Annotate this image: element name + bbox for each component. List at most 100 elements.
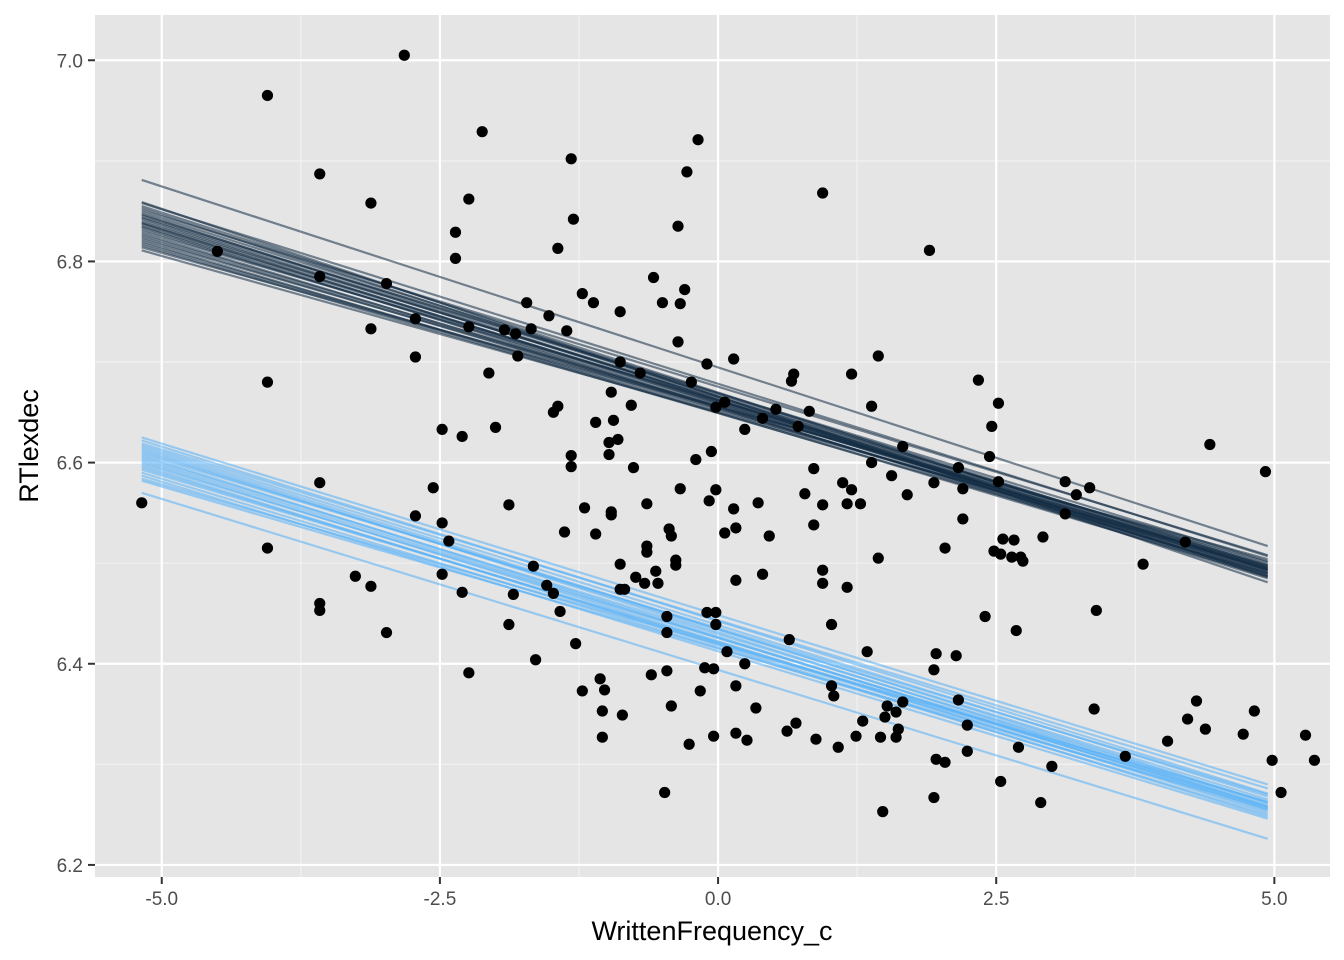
- data-point: [841, 581, 853, 593]
- data-point: [995, 548, 1007, 560]
- data-point: [443, 535, 455, 547]
- x-tick-label: -2.5: [424, 889, 457, 910]
- data-point: [866, 456, 878, 469]
- data-point: [1010, 624, 1022, 637]
- data-point: [670, 559, 682, 571]
- data-point: [503, 618, 515, 631]
- data-point: [879, 711, 891, 723]
- data-point: [1006, 551, 1018, 563]
- data-point: [703, 495, 715, 507]
- data-point: [449, 252, 462, 265]
- dark-fit-line: [141, 242, 1268, 571]
- data-point: [645, 669, 657, 681]
- data-point: [1190, 695, 1203, 707]
- data-point: [614, 306, 626, 318]
- data-point: [641, 546, 653, 558]
- data-point: [897, 696, 909, 708]
- data-point: [799, 488, 811, 500]
- data-point: [641, 498, 653, 510]
- data-point: [1179, 536, 1191, 548]
- data-point: [661, 626, 673, 639]
- data-point: [527, 560, 539, 572]
- data-point: [923, 244, 936, 256]
- data-point: [874, 731, 887, 743]
- data-point: [872, 552, 884, 564]
- data-point: [603, 448, 615, 461]
- data-point: [817, 564, 829, 576]
- data-point: [552, 400, 564, 412]
- data-point: [314, 270, 326, 283]
- data-point: [672, 336, 684, 348]
- data-point: [845, 484, 858, 496]
- data-point: [961, 745, 973, 757]
- data-point: [817, 577, 829, 589]
- data-point: [721, 646, 733, 658]
- data-point: [854, 498, 867, 510]
- data-point: [627, 462, 640, 474]
- data-point: [1084, 482, 1096, 494]
- data-point: [314, 168, 326, 180]
- data-point: [683, 738, 695, 750]
- data-point: [857, 715, 869, 727]
- data-point: [930, 648, 942, 660]
- data-point: [1070, 489, 1082, 501]
- data-point: [886, 470, 898, 482]
- data-point: [699, 662, 711, 674]
- data-point: [436, 568, 448, 580]
- data-point: [694, 685, 706, 697]
- data-point: [1119, 750, 1131, 762]
- data-point: [365, 197, 377, 209]
- data-point: [730, 522, 742, 534]
- data-point: [449, 226, 462, 238]
- data-point: [314, 604, 326, 617]
- data-point: [752, 497, 764, 509]
- data-point: [261, 542, 274, 554]
- data-point: [790, 717, 802, 729]
- blue-fit-line: [141, 456, 1269, 804]
- data-point: [616, 709, 628, 721]
- data-point: [972, 374, 985, 386]
- data-point: [817, 499, 829, 511]
- data-point: [901, 489, 913, 501]
- data-point: [1299, 729, 1312, 741]
- data-point: [679, 283, 691, 296]
- data-point: [603, 436, 615, 449]
- data-point: [770, 403, 782, 415]
- data-point: [665, 530, 677, 542]
- data-point: [1059, 476, 1071, 488]
- data-point: [543, 310, 555, 322]
- data-point: [952, 694, 964, 706]
- data-point: [521, 297, 533, 309]
- data-point: [728, 353, 740, 365]
- data-point: [741, 734, 753, 746]
- data-point: [634, 367, 646, 379]
- data-point: [1088, 703, 1100, 715]
- data-point: [1012, 741, 1025, 753]
- data-point: [605, 509, 617, 521]
- data-point: [788, 368, 800, 380]
- data-point: [845, 368, 858, 380]
- x-tick-label: 0.0: [705, 889, 731, 910]
- blue-fit-line: [141, 479, 1269, 810]
- data-point: [832, 741, 844, 753]
- x-tick-label: 5.0: [1261, 889, 1287, 910]
- y-axis-title: RTlexdec: [14, 389, 44, 503]
- data-point: [837, 477, 849, 489]
- blue-fit-line: [141, 468, 1269, 808]
- data-point: [861, 646, 873, 658]
- data-point: [992, 476, 1005, 488]
- data-point: [547, 587, 559, 599]
- data-point: [349, 570, 361, 582]
- data-point: [939, 542, 951, 554]
- data-point: [552, 242, 564, 254]
- y-tick-label: 6.4: [57, 655, 84, 676]
- data-point: [710, 606, 722, 619]
- data-point: [674, 483, 686, 495]
- data-point: [756, 412, 769, 424]
- data-point: [398, 49, 410, 61]
- data-point: [930, 753, 942, 765]
- data-point: [498, 324, 511, 336]
- data-point: [1046, 760, 1058, 772]
- data-point: [739, 658, 751, 670]
- data-point: [983, 450, 996, 463]
